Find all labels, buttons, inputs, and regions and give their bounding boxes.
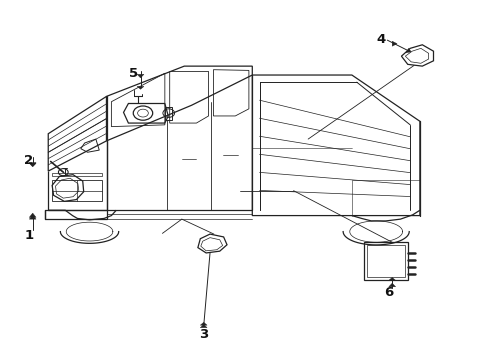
Polygon shape — [200, 324, 207, 328]
Polygon shape — [29, 216, 36, 219]
Polygon shape — [29, 163, 36, 166]
Text: 2: 2 — [24, 154, 33, 167]
Polygon shape — [29, 163, 36, 167]
Polygon shape — [200, 322, 207, 325]
Polygon shape — [389, 283, 395, 287]
Polygon shape — [137, 74, 144, 78]
Polygon shape — [137, 86, 144, 89]
Text: 3: 3 — [199, 328, 208, 341]
Polygon shape — [29, 213, 36, 217]
Polygon shape — [406, 48, 411, 53]
Text: 1: 1 — [24, 229, 33, 242]
Text: 5: 5 — [129, 67, 138, 80]
Polygon shape — [389, 278, 395, 280]
Text: 4: 4 — [376, 33, 386, 46]
Polygon shape — [392, 41, 397, 46]
Text: 6: 6 — [384, 285, 393, 298]
